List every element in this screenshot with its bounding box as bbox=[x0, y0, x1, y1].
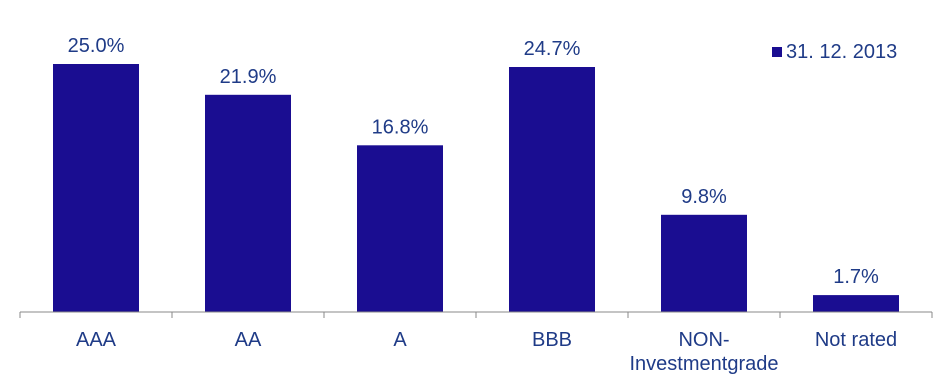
bar-4 bbox=[661, 214, 747, 312]
data-label-3: 24.7% bbox=[524, 38, 581, 60]
legend-label: 31. 12. 2013 bbox=[786, 41, 897, 63]
bar-1 bbox=[205, 94, 291, 312]
bar-2 bbox=[357, 145, 443, 312]
data-label-2: 16.8% bbox=[372, 116, 429, 138]
data-label-0: 25.0% bbox=[68, 35, 125, 57]
x-tick-label-3: BBB bbox=[532, 329, 572, 351]
bar-0 bbox=[53, 64, 139, 312]
x-tick-label-4: NON-Investmentgrade bbox=[630, 329, 779, 375]
data-label-4: 9.8% bbox=[681, 186, 727, 208]
bar-3 bbox=[509, 67, 595, 312]
bar-5 bbox=[813, 295, 899, 312]
data-label-1: 21.9% bbox=[220, 66, 277, 88]
x-tick-label-0: AAA bbox=[76, 329, 117, 351]
data-label-5: 1.7% bbox=[833, 266, 879, 288]
legend-swatch bbox=[772, 47, 782, 57]
x-tick-label-1: AA bbox=[235, 329, 262, 351]
x-tick-label-5: Not rated bbox=[815, 329, 897, 351]
x-tick-label-2: A bbox=[393, 329, 407, 351]
